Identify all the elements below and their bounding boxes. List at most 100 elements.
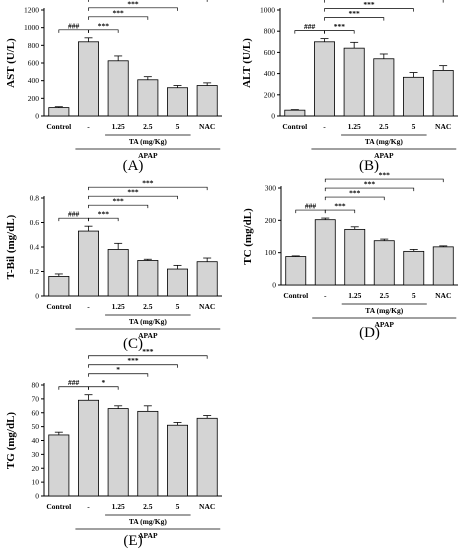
y-tick-label: 300 — [265, 184, 277, 193]
y-tick-label: 800 — [264, 27, 276, 36]
significance-label: *** — [349, 189, 361, 198]
significance-label: *** — [142, 179, 154, 188]
significance-bracket — [88, 355, 208, 359]
significance-bracket — [324, 209, 356, 214]
significance-label: *** — [334, 22, 346, 31]
category-label: - — [87, 122, 90, 131]
category-label: Control — [282, 122, 307, 131]
bar — [403, 250, 425, 286]
y-tick-label: 0 — [35, 112, 39, 121]
y-axis-label: TG (mg/dL) — [5, 412, 17, 469]
panel-label: (C) — [123, 336, 143, 352]
significance-label: * — [101, 378, 105, 387]
significance-label: *** — [113, 197, 125, 206]
bar — [48, 275, 70, 297]
y-tick-label: 0.4 — [30, 243, 40, 252]
bar — [137, 79, 159, 117]
category-label: Control — [46, 122, 71, 131]
y-tick-label: 0.8 — [30, 194, 40, 203]
significance-label: ### — [304, 22, 316, 31]
bar — [196, 261, 218, 297]
y-tick-label: 30 — [32, 450, 40, 459]
bar — [314, 41, 335, 117]
category-label: NAC — [199, 302, 215, 311]
bar — [167, 87, 188, 117]
bar — [344, 228, 366, 286]
y-tick-label: 800 — [28, 41, 40, 50]
category-label: NAC — [435, 291, 451, 300]
category-label: Control — [46, 302, 71, 311]
significance-bracket — [324, 30, 355, 34]
significance-bracket — [324, 0, 444, 3]
y-tick-label: 1000 — [24, 23, 39, 32]
y-tick-label: 600 — [28, 59, 40, 68]
category-label: - — [87, 502, 90, 511]
y-tick-label: 0 — [271, 112, 275, 121]
y-tick-label: 40 — [32, 436, 40, 445]
y-tick-label: 0 — [35, 492, 39, 501]
significance-label: *** — [98, 210, 110, 219]
bar — [48, 434, 70, 497]
category-label: 5 — [176, 502, 180, 511]
significance-label: *** — [349, 9, 361, 18]
significance-bracket — [324, 196, 385, 201]
category-label: - — [323, 122, 326, 131]
significance-bracket — [88, 7, 178, 11]
significance-bracket — [88, 0, 208, 2]
ta-group-label: TA (mg/Kg) — [365, 137, 403, 146]
chart-panel-d: 0 100 200 300 TC (mg/dL) Control - 1.25 2.5 5 NAC T… — [242, 171, 458, 341]
y-tick-label: 10 — [32, 478, 40, 487]
y-axis-label: T-Bil (mg/dL) — [5, 214, 17, 279]
significance-bracket — [88, 364, 178, 368]
bar — [432, 246, 454, 286]
category-label: 1.25 — [348, 291, 361, 300]
panel-label: (B) — [359, 158, 379, 174]
y-axis-label: AST (U/L) — [5, 38, 17, 88]
category-label: 5 — [412, 122, 416, 131]
bar — [343, 47, 365, 117]
apap-group-label: APAP — [374, 151, 394, 160]
y-tick-label: 50 — [32, 422, 40, 431]
ta-group-label: TA (mg/Kg) — [129, 517, 167, 526]
category-label: 1.25 — [348, 122, 361, 131]
significance-label: *** — [113, 8, 125, 17]
y-tick-label: 400 — [264, 69, 276, 78]
category-label: 2.5 — [380, 291, 390, 300]
bar — [196, 85, 218, 117]
bar — [107, 408, 129, 497]
bar — [285, 256, 307, 286]
y-tick-label: 400 — [28, 76, 40, 85]
bar — [167, 424, 188, 497]
significance-label: ### — [305, 202, 317, 211]
significance-label: *** — [379, 171, 391, 180]
y-axis-label: TC (mg/dL) — [242, 208, 254, 265]
y-tick-label: 100 — [265, 248, 277, 257]
bar — [137, 260, 159, 297]
bar — [107, 60, 129, 117]
chart-panel-a: 0 200 400 600 800 1000 1200 AST (U/L) Control - 1.… — [5, 0, 222, 174]
significance-bracket — [88, 217, 119, 222]
category-label: - — [324, 291, 327, 300]
significance-bracket — [324, 17, 385, 21]
significance-bracket — [88, 195, 178, 200]
y-tick-label: 1200 — [24, 6, 39, 15]
y-tick-label: 200 — [265, 216, 277, 225]
apap-group-label: APAP — [138, 531, 158, 540]
category-label: 5 — [412, 291, 416, 300]
ta-group-label: TA (mg/Kg) — [365, 306, 403, 315]
significance-bracket — [88, 186, 208, 191]
significance-label: *** — [142, 347, 154, 356]
category-label: 5 — [176, 122, 180, 131]
category-label: - — [87, 302, 90, 311]
bar — [432, 70, 454, 117]
bar — [373, 240, 395, 286]
panel-label: (A) — [123, 158, 144, 174]
panel-label: (D) — [359, 325, 380, 341]
significance-bracket — [88, 386, 119, 390]
significance-label: ### — [68, 210, 80, 219]
significance-bracket — [324, 178, 444, 183]
bar — [78, 41, 99, 117]
significance-bracket — [324, 187, 415, 192]
y-tick-label: 70 — [32, 394, 40, 403]
